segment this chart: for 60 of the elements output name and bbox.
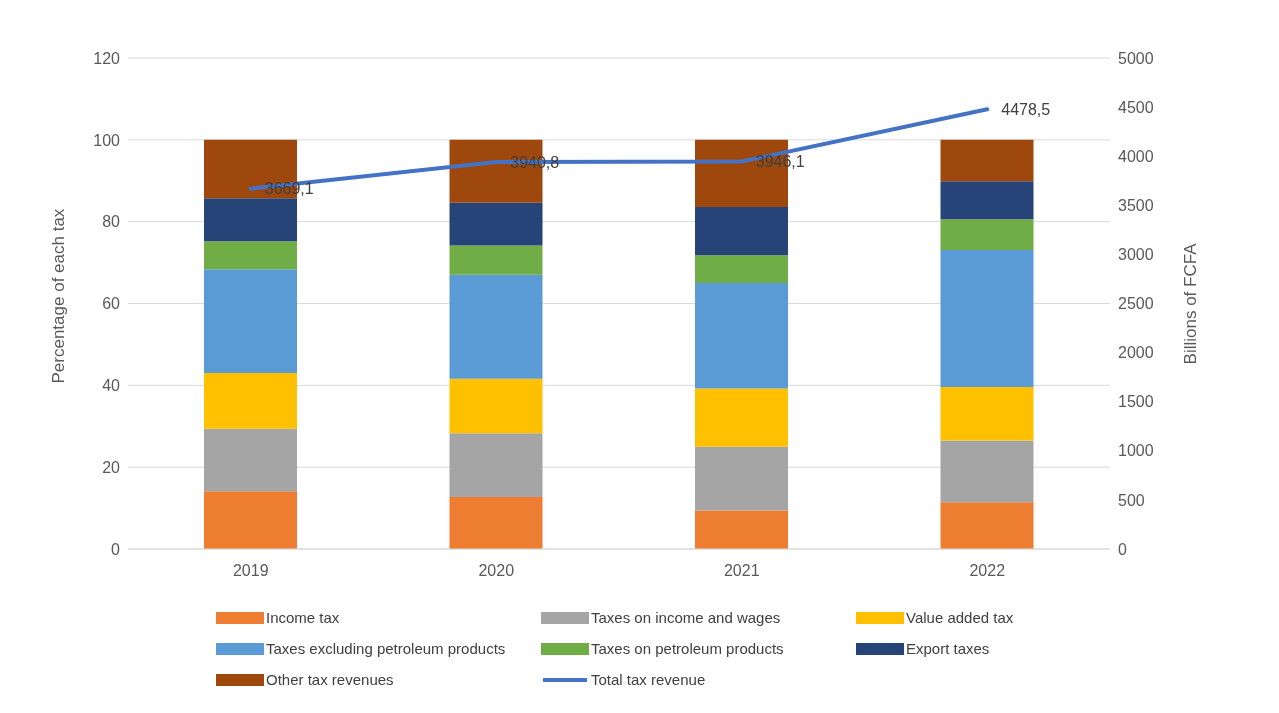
data-label: 3669,1: [264, 180, 314, 198]
bar: [940, 502, 1034, 549]
x-tick-label: 2019: [232, 562, 269, 580]
bar: [940, 386, 1034, 441]
y2-tick-label: 3500: [1118, 196, 1154, 214]
y2-tick-label: 0: [1118, 540, 1127, 558]
bar: [449, 274, 543, 379]
bar: [449, 245, 543, 275]
bar: [204, 241, 297, 270]
bar: [204, 491, 297, 549]
bar: [449, 433, 543, 498]
bar: [940, 249, 1034, 387]
bar: [695, 446, 788, 511]
y2-tick-label: 4500: [1118, 98, 1154, 116]
y-tick-label: 40: [102, 377, 121, 395]
legend-label: Total tax revenue: [591, 671, 706, 688]
y2-tick-label: 500: [1118, 491, 1145, 509]
y2-tick-label: 1000: [1118, 442, 1154, 460]
data-label: 4478,5: [1001, 100, 1051, 118]
x-tick-label: 2021: [723, 562, 760, 580]
y-axis-title: Percentage of each tax: [49, 208, 69, 384]
bar: [695, 283, 788, 389]
x-tick-label: 2020: [478, 562, 515, 580]
x-tick-label: 2022: [969, 562, 1006, 580]
bar: [695, 255, 788, 284]
bar: [940, 440, 1034, 503]
y2-tick-label: 1500: [1118, 393, 1154, 411]
bar: [204, 198, 297, 242]
y2-tick-label: 3000: [1118, 246, 1154, 264]
bar: [449, 202, 543, 246]
legend-label: Taxes on petroleum products: [591, 640, 784, 657]
y2-tick-label: 2500: [1118, 295, 1154, 313]
y2-tick-label: 5000: [1118, 49, 1154, 67]
y2-tick-label: 4000: [1118, 147, 1154, 165]
bar: [940, 139, 1034, 182]
bar: [940, 181, 1034, 220]
legend-label: Value added tax: [906, 609, 1014, 626]
legend-label: Income tax: [266, 609, 340, 626]
y-tick-label: 80: [102, 213, 121, 231]
bar: [695, 510, 788, 549]
data-label: 3940,8: [510, 153, 560, 171]
bar: [449, 378, 543, 434]
y2-axis-title: Billions of FCFA: [1181, 242, 1201, 365]
bar: [695, 206, 788, 256]
y-tick-label: 0: [111, 540, 121, 558]
legend-label: Taxes excluding petroleum products: [266, 640, 506, 657]
bar: [695, 388, 788, 447]
y-tick-label: 60: [102, 295, 121, 313]
y-tick-label: 100: [93, 131, 121, 149]
legend-label: Taxes on income and wages: [591, 609, 781, 626]
bar: [449, 497, 543, 549]
bar: [204, 428, 297, 492]
y-tick-label: 20: [102, 458, 121, 476]
bar: [940, 219, 1034, 250]
y-tick-label: 120: [93, 49, 121, 67]
legend-label: Other tax revenues: [266, 671, 394, 688]
bar: [204, 373, 297, 429]
y2-tick-label: 2000: [1118, 344, 1154, 362]
bar: [204, 269, 297, 374]
legend-label: Export taxes: [906, 640, 990, 657]
